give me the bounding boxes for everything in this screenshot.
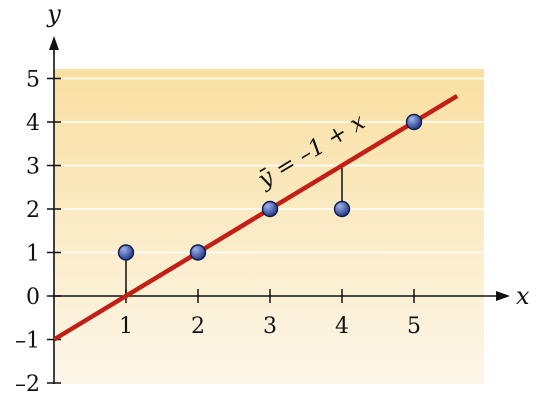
y-tick-label: 3 [26, 155, 40, 180]
data-points [117, 113, 423, 261]
x-axis-arrow [496, 291, 510, 301]
y-tick-label: 1 [26, 242, 40, 267]
x-tick-label: 5 [407, 314, 421, 339]
data-point [405, 113, 423, 131]
tick-labels: 5 4 3 2 1 0 –1 –2 1 2 3 4 5 [15, 68, 421, 398]
x-axis-title: x [516, 282, 530, 310]
y-tick-label: 0 [26, 285, 40, 310]
x-tick-label: 4 [335, 314, 349, 339]
y-tick-label: 4 [26, 111, 40, 136]
x-tick-label: 3 [263, 314, 277, 339]
y-tick-label: 2 [26, 198, 40, 223]
y-axis-title: y [46, 0, 61, 28]
x-tick-label: 1 [119, 314, 133, 339]
data-point [117, 244, 135, 261]
data-point [261, 200, 279, 218]
y-axis-arrow [49, 36, 59, 50]
data-point [333, 200, 351, 218]
data-point [189, 244, 207, 261]
y-tick-label: –2 [15, 372, 40, 397]
x-tick-label: 2 [191, 314, 205, 339]
y-tick-label: –1 [15, 329, 40, 354]
regression-line [52, 93, 459, 342]
y-tick-label: 5 [26, 68, 40, 93]
